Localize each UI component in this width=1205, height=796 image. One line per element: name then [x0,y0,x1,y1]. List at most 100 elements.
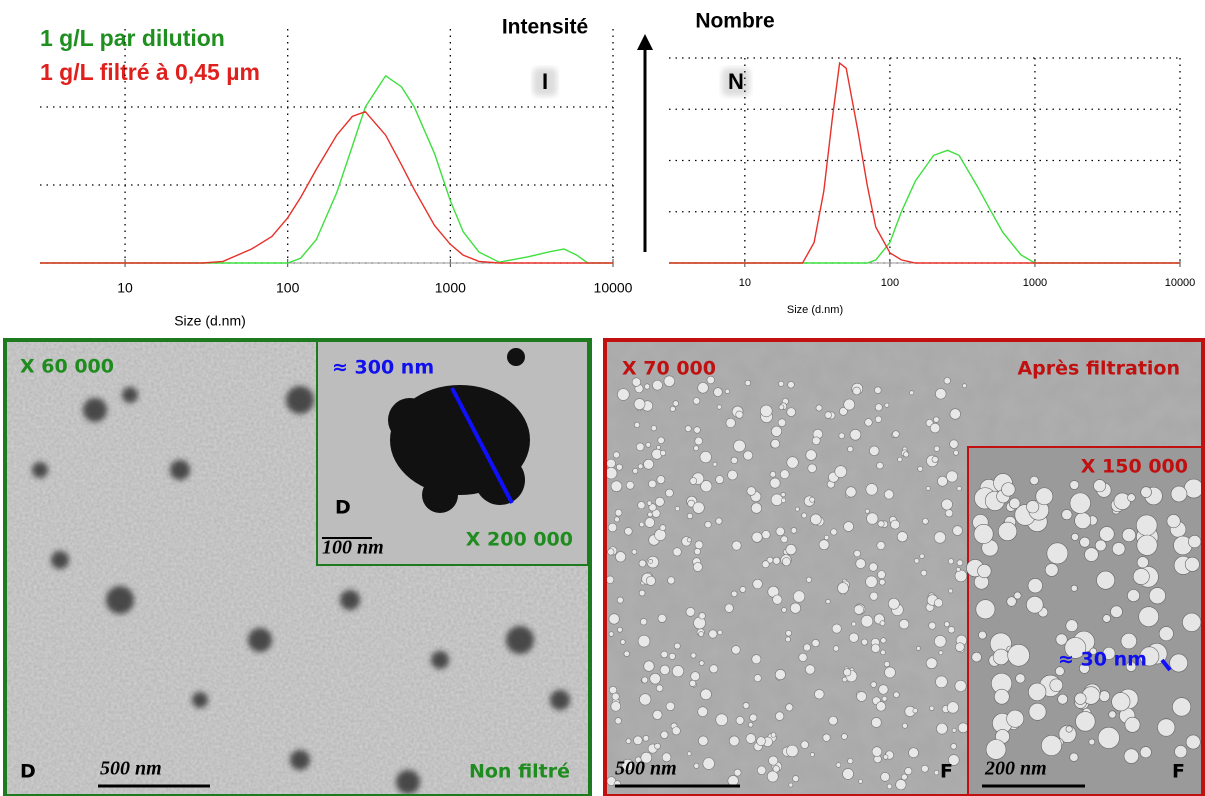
micrograph-right: X 70 000 Après filtration X 150 000 ≈ 30… [603,338,1205,796]
particle [1088,738,1096,746]
particle [1027,578,1043,594]
particle [686,751,692,757]
particle [1069,492,1091,514]
particle [608,631,615,637]
particle [828,715,838,726]
panel-label: I [542,69,548,94]
particle [715,475,725,484]
particle [642,735,650,742]
particle [997,521,1018,542]
particle [876,541,886,550]
particle [895,779,907,791]
particle [772,556,781,565]
particle [954,569,968,583]
particle [977,563,992,579]
particle [778,404,785,411]
particle [674,506,680,512]
particle [781,557,791,567]
particle [875,701,887,712]
particle [1127,493,1136,502]
particle [877,520,885,528]
particle [1055,633,1068,646]
particle [1166,514,1181,529]
particle [947,626,956,634]
particle [709,664,719,674]
particle [656,475,666,484]
particle [929,422,941,434]
particle [657,613,667,623]
particle [835,762,842,768]
particle [608,613,620,625]
particle [623,650,630,657]
particle [1015,673,1026,684]
series-line [40,74,613,264]
particle [700,480,713,493]
particle [724,603,734,613]
particle [644,383,651,390]
particle [978,630,987,640]
particle [735,410,744,419]
particle [693,445,699,452]
particle [869,591,879,601]
particle [708,629,718,639]
particle [938,650,944,656]
particle [879,620,886,627]
particle [847,446,854,453]
particle [792,590,806,603]
particle [654,496,665,507]
particle [698,631,704,637]
particle [917,465,924,472]
particle [830,528,838,536]
particle [897,456,903,463]
magnification: X 60 000 [20,356,114,378]
particle [631,377,642,387]
particle [1028,682,1047,701]
particle [607,548,615,556]
particle [839,407,848,416]
particle [617,388,630,401]
particle [733,768,742,777]
particle [770,439,780,449]
particle [805,576,812,583]
particle [698,660,705,666]
particle [1139,646,1160,667]
scale-label: 200 nm [984,758,1047,780]
particle [614,717,622,725]
particle [824,411,832,419]
particle [717,629,723,635]
particle [947,558,955,565]
particles [966,473,1204,764]
particle [702,757,715,770]
particle [637,501,646,510]
particle [914,558,920,564]
particle [731,645,741,655]
particle [781,607,787,613]
particle [878,684,889,695]
particle [713,387,723,397]
particle [811,436,821,446]
particle [715,517,723,525]
particle [853,549,861,558]
arrow-head [637,34,653,50]
particle [649,672,661,685]
particle [1110,605,1123,618]
micrograph-left: X 60 000 ≈ 300 nm D 100 nm X 200 000 D 5… [3,338,592,796]
measure-line [1160,658,1172,672]
particle [757,765,767,775]
particle [1111,542,1126,556]
status-label: Non filtré [469,761,570,783]
particle [856,691,867,702]
particle [933,445,940,452]
particle [848,632,859,643]
particle [725,417,736,429]
particle [920,569,928,577]
particle [733,439,746,453]
particle [1093,479,1107,493]
particle [925,657,938,670]
particle [949,408,961,420]
particle [971,651,982,663]
particle [652,709,663,720]
particle [928,621,937,630]
particle [612,451,620,459]
